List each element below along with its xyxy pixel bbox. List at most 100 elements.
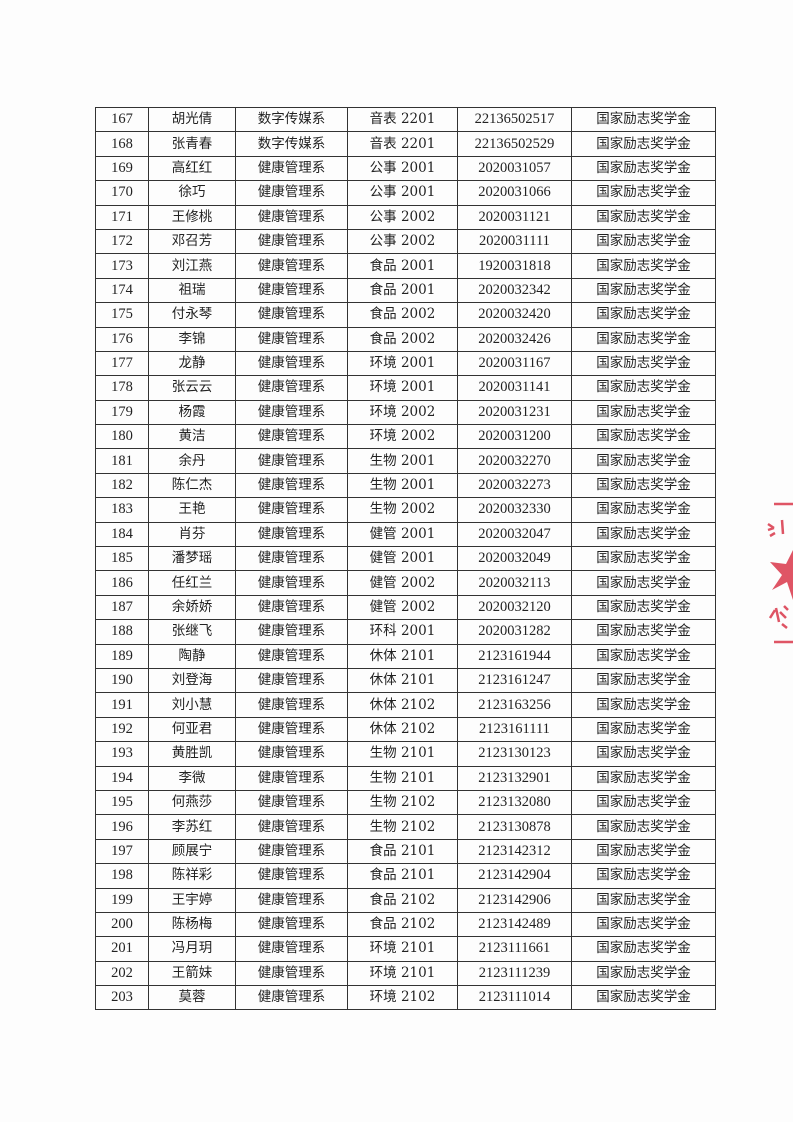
award-name-cell: 国家励志奖学金 xyxy=(571,131,716,157)
row-number-cell: 168 xyxy=(95,131,149,157)
class-name-cell: 休体 2102 xyxy=(347,692,458,718)
award-name-cell: 国家励志奖学金 xyxy=(571,741,716,767)
student-id-cell: 2020032113 xyxy=(457,570,572,596)
class-name-cell: 环科 2001 xyxy=(347,619,458,645)
award-name-cell: 国家励志奖学金 xyxy=(571,838,716,865)
row-number-cell: 180 xyxy=(95,424,149,450)
student-id-cell: 2123142489 xyxy=(457,911,572,938)
row-number-cell: 187 xyxy=(95,594,149,621)
row-number-cell: 191 xyxy=(95,692,149,718)
student-name-cell: 王宇婷 xyxy=(148,887,236,913)
student-name-cell: 任红兰 xyxy=(148,570,236,596)
student-name-cell: 付永琴 xyxy=(148,302,236,328)
student-id-cell: 2020031167 xyxy=(457,350,572,377)
class-name-cell: 环境 2002 xyxy=(347,424,458,450)
student-name-cell: 王艳 xyxy=(148,497,236,523)
award-name-cell: 国家励志奖学金 xyxy=(571,228,716,255)
student-id-cell: 22136502529 xyxy=(457,131,572,157)
department-cell: 健康管理系 xyxy=(235,960,348,987)
student-id-cell: 2123132080 xyxy=(457,789,572,816)
table-row: 169 高红红 健康管理系 公事 2001 2020031057 国家励志奖学金 xyxy=(95,155,716,182)
student-name-cell: 李苏红 xyxy=(148,814,236,840)
award-name-cell: 国家励志奖学金 xyxy=(571,887,716,913)
student-name-cell: 胡光倩 xyxy=(148,106,236,133)
award-name-cell: 国家励志奖学金 xyxy=(571,985,716,1011)
table-row: 173 刘江燕 健康管理系 食品 2001 1920031818 国家励志奖学金 xyxy=(95,253,716,279)
award-name-cell: 国家励志奖学金 xyxy=(571,448,716,474)
award-name-cell: 国家励志奖学金 xyxy=(571,204,716,230)
award-name-cell: 国家励志奖学金 xyxy=(571,619,716,645)
class-name-cell: 生物 2001 xyxy=(347,472,458,499)
student-id-cell: 2020032330 xyxy=(457,497,572,523)
department-cell: 健康管理系 xyxy=(235,863,348,889)
table-row: 199 王宇婷 健康管理系 食品 2102 2123142906 国家励志奖学金 xyxy=(95,887,716,913)
table-row: 181 余丹 健康管理系 生物 2001 2020032270 国家励志奖学金 xyxy=(95,448,716,474)
student-id-cell: 2123130123 xyxy=(457,741,572,767)
student-id-cell: 2123132901 xyxy=(457,765,572,791)
row-number-cell: 197 xyxy=(95,838,149,865)
student-id-cell: 2020032049 xyxy=(457,546,572,572)
table-row: 183 王艳 健康管理系 生物 2002 2020032330 国家励志奖学金 xyxy=(95,497,716,523)
award-name-cell: 国家励志奖学金 xyxy=(571,594,716,621)
student-id-cell: 22136502517 xyxy=(457,106,572,133)
row-number-cell: 167 xyxy=(95,106,149,133)
award-name-cell: 国家励志奖学金 xyxy=(571,716,716,743)
award-name-cell: 国家励志奖学金 xyxy=(571,692,716,718)
student-id-cell: 2020031282 xyxy=(457,619,572,645)
student-id-cell: 2123161111 xyxy=(457,716,572,743)
student-name-cell: 顾展宁 xyxy=(148,838,236,865)
student-name-cell: 邓召芳 xyxy=(148,228,236,255)
class-name-cell: 环境 2001 xyxy=(347,375,458,401)
student-id-cell: 1920031818 xyxy=(457,253,572,279)
student-id-cell: 2020031231 xyxy=(457,399,572,426)
class-name-cell: 环境 2101 xyxy=(347,960,458,987)
department-cell: 健康管理系 xyxy=(235,375,348,401)
department-cell: 健康管理系 xyxy=(235,302,348,328)
department-cell: 健康管理系 xyxy=(235,326,348,352)
department-cell: 健康管理系 xyxy=(235,570,348,596)
class-name-cell: 健管 2001 xyxy=(347,546,458,572)
student-id-cell: 2123142904 xyxy=(457,863,572,889)
student-id-cell: 2123142312 xyxy=(457,838,572,865)
department-cell: 健康管理系 xyxy=(235,448,348,474)
class-name-cell: 休体 2101 xyxy=(347,667,458,694)
award-name-cell: 国家励志奖学金 xyxy=(571,326,716,352)
award-name-cell: 国家励志奖学金 xyxy=(571,497,716,523)
row-number-cell: 171 xyxy=(95,204,149,230)
table-row: 175 付永琴 健康管理系 食品 2002 2020032420 国家励志奖学金 xyxy=(95,302,716,328)
student-id-cell: 2020032047 xyxy=(457,521,572,548)
class-name-cell: 食品 2101 xyxy=(347,863,458,889)
student-name-cell: 陈仁杰 xyxy=(148,472,236,499)
department-cell: 数字传媒系 xyxy=(235,131,348,157)
row-number-cell: 173 xyxy=(95,253,149,279)
department-cell: 健康管理系 xyxy=(235,838,348,865)
award-name-cell: 国家励志奖学金 xyxy=(571,399,716,426)
student-name-cell: 李锦 xyxy=(148,326,236,352)
student-id-cell: 2020031057 xyxy=(457,155,572,182)
row-number-cell: 201 xyxy=(95,936,149,962)
class-name-cell: 公事 2002 xyxy=(347,204,458,230)
row-number-cell: 182 xyxy=(95,472,149,499)
student-name-cell: 余丹 xyxy=(148,448,236,474)
department-cell: 健康管理系 xyxy=(235,155,348,182)
table-row: 171 王修桃 健康管理系 公事 2002 2020031121 国家励志奖学金 xyxy=(95,204,716,230)
row-number-cell: 179 xyxy=(95,399,149,426)
award-name-cell: 国家励志奖学金 xyxy=(571,106,716,133)
table-row: 198 陈祥彩 健康管理系 食品 2101 2123142904 国家励志奖学金 xyxy=(95,863,716,889)
department-cell: 健康管理系 xyxy=(235,497,348,523)
table-row: 176 李锦 健康管理系 食品 2002 2020032426 国家励志奖学金 xyxy=(95,326,716,352)
table-row: 178 张云云 健康管理系 环境 2001 2020031141 国家励志奖学金 xyxy=(95,375,716,401)
student-id-cell: 2020032342 xyxy=(457,277,572,304)
row-number-cell: 176 xyxy=(95,326,149,352)
class-name-cell: 生物 2101 xyxy=(347,765,458,791)
student-name-cell: 潘梦瑶 xyxy=(148,546,236,572)
table-row: 185 潘梦瑶 健康管理系 健管 2001 2020032049 国家励志奖学金 xyxy=(95,546,716,572)
award-name-cell: 国家励志奖学金 xyxy=(571,546,716,572)
table-row: 192 何亚君 健康管理系 休体 2102 2123161111 国家励志奖学金 xyxy=(95,716,716,743)
row-number-cell: 170 xyxy=(95,180,149,206)
table-row: 186 任红兰 健康管理系 健管 2002 2020032113 国家励志奖学金 xyxy=(95,570,716,596)
award-name-cell: 国家励志奖学金 xyxy=(571,375,716,401)
department-cell: 健康管理系 xyxy=(235,936,348,962)
award-name-cell: 国家励志奖学金 xyxy=(571,302,716,328)
table-row: 193 黄胜凯 健康管理系 生物 2101 2123130123 国家励志奖学金 xyxy=(95,741,716,767)
